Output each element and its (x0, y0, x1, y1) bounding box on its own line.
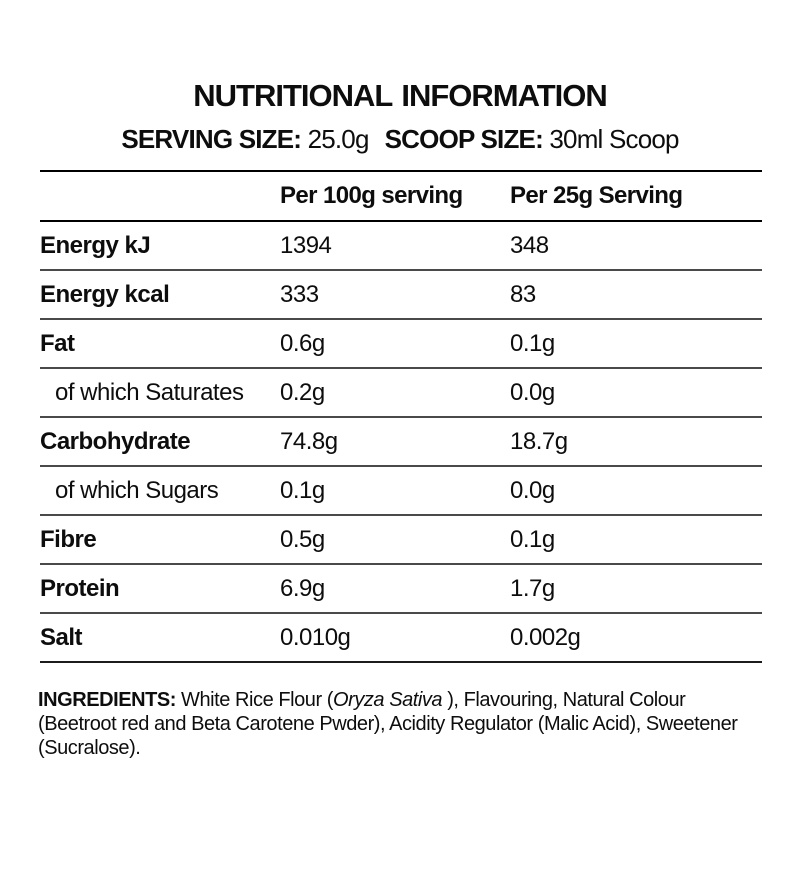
row-per-100g: 333 (280, 280, 319, 308)
ingredients-paragraph: INGREDIENTS: White Rice Flour (Oryza Sat… (38, 688, 762, 760)
row-label: Fat (40, 329, 75, 357)
row-label: Fibre (40, 525, 97, 553)
row-per-25g: 0.0g (510, 476, 555, 504)
ingredients-label: INGREDIENTS: (38, 689, 176, 711)
nutrition-label: NUTRITIONAL INFORMATION SERVING SIZE: 25… (0, 78, 800, 881)
serving-info-line: SERVING SIZE: 25.0g SCOOP SIZE: 30ml Scoo… (0, 126, 800, 152)
row-per-100g: 0.1g (280, 476, 325, 504)
row-label: Carbohydrate (40, 427, 191, 455)
row-per-25g: 0.0g (510, 378, 555, 406)
table-row-saturates: of which Saturates 0.2g 0.0g (40, 369, 762, 418)
ingredients-species-italic: Oryza Sativa (333, 689, 443, 711)
scoop-size-label: SCOOP SIZE: (384, 124, 544, 154)
table-row-carbohydrate: Carbohydrate 74.8g 18.7g (40, 418, 762, 467)
row-label: Protein (40, 574, 120, 602)
row-per-25g: 348 (510, 231, 549, 259)
table-row-sugars: of which Sugars 0.1g 0.0g (40, 467, 762, 516)
ingredients-text-before-italic: White Rice Flour ( (175, 689, 333, 711)
table-row-fibre: Fibre 0.5g 0.1g (40, 516, 762, 565)
row-per-100g: 0.2g (280, 378, 325, 406)
table-row-protein: Protein 6.9g 1.7g (40, 565, 762, 614)
row-per-100g: 1394 (280, 231, 332, 259)
table-row-energy-kcal: Energy kcal 333 83 (40, 271, 762, 320)
row-per-25g: 83 (510, 280, 536, 308)
row-label: of which Sugars (55, 476, 219, 504)
row-per-25g: 18.7g (510, 427, 568, 455)
row-per-25g: 1.7g (510, 574, 555, 602)
page-title: NUTRITIONAL INFORMATION (193, 78, 608, 113)
row-per-100g: 0.5g (280, 525, 325, 553)
scoop-size-value: 30ml Scoop (542, 124, 679, 154)
serving-size-value: 25.0g (301, 124, 370, 154)
table-row-fat: Fat 0.6g 0.1g (40, 320, 762, 369)
row-label: Salt (40, 623, 83, 651)
nutrition-table: Per 100g serving Per 25g Serving Energy … (40, 170, 762, 663)
header-per-25g: Per 25g Serving (510, 182, 683, 209)
row-per-25g: 0.002g (510, 623, 581, 651)
row-label: Energy kJ (40, 231, 151, 259)
row-per-100g: 6.9g (280, 574, 325, 602)
row-label: of which Saturates (55, 378, 244, 406)
row-per-25g: 0.1g (510, 329, 555, 357)
table-header-row: Per 100g serving Per 25g Serving (40, 170, 762, 222)
row-per-100g: 74.8g (280, 427, 338, 455)
table-row-salt: Salt 0.010g 0.002g (40, 614, 762, 663)
row-label: Energy kcal (40, 280, 170, 308)
ingredients-text-after-italic: ), Flavouring, Natural Colour (Beetroot … (38, 689, 738, 759)
header-per-100g: Per 100g serving (280, 182, 463, 209)
serving-size-label: SERVING SIZE: (121, 124, 302, 154)
row-per-100g: 0.010g (280, 623, 351, 651)
table-row-energy-kj: Energy kJ 1394 348 (40, 222, 762, 271)
row-per-25g: 0.1g (510, 525, 555, 553)
row-per-100g: 0.6g (280, 329, 325, 357)
